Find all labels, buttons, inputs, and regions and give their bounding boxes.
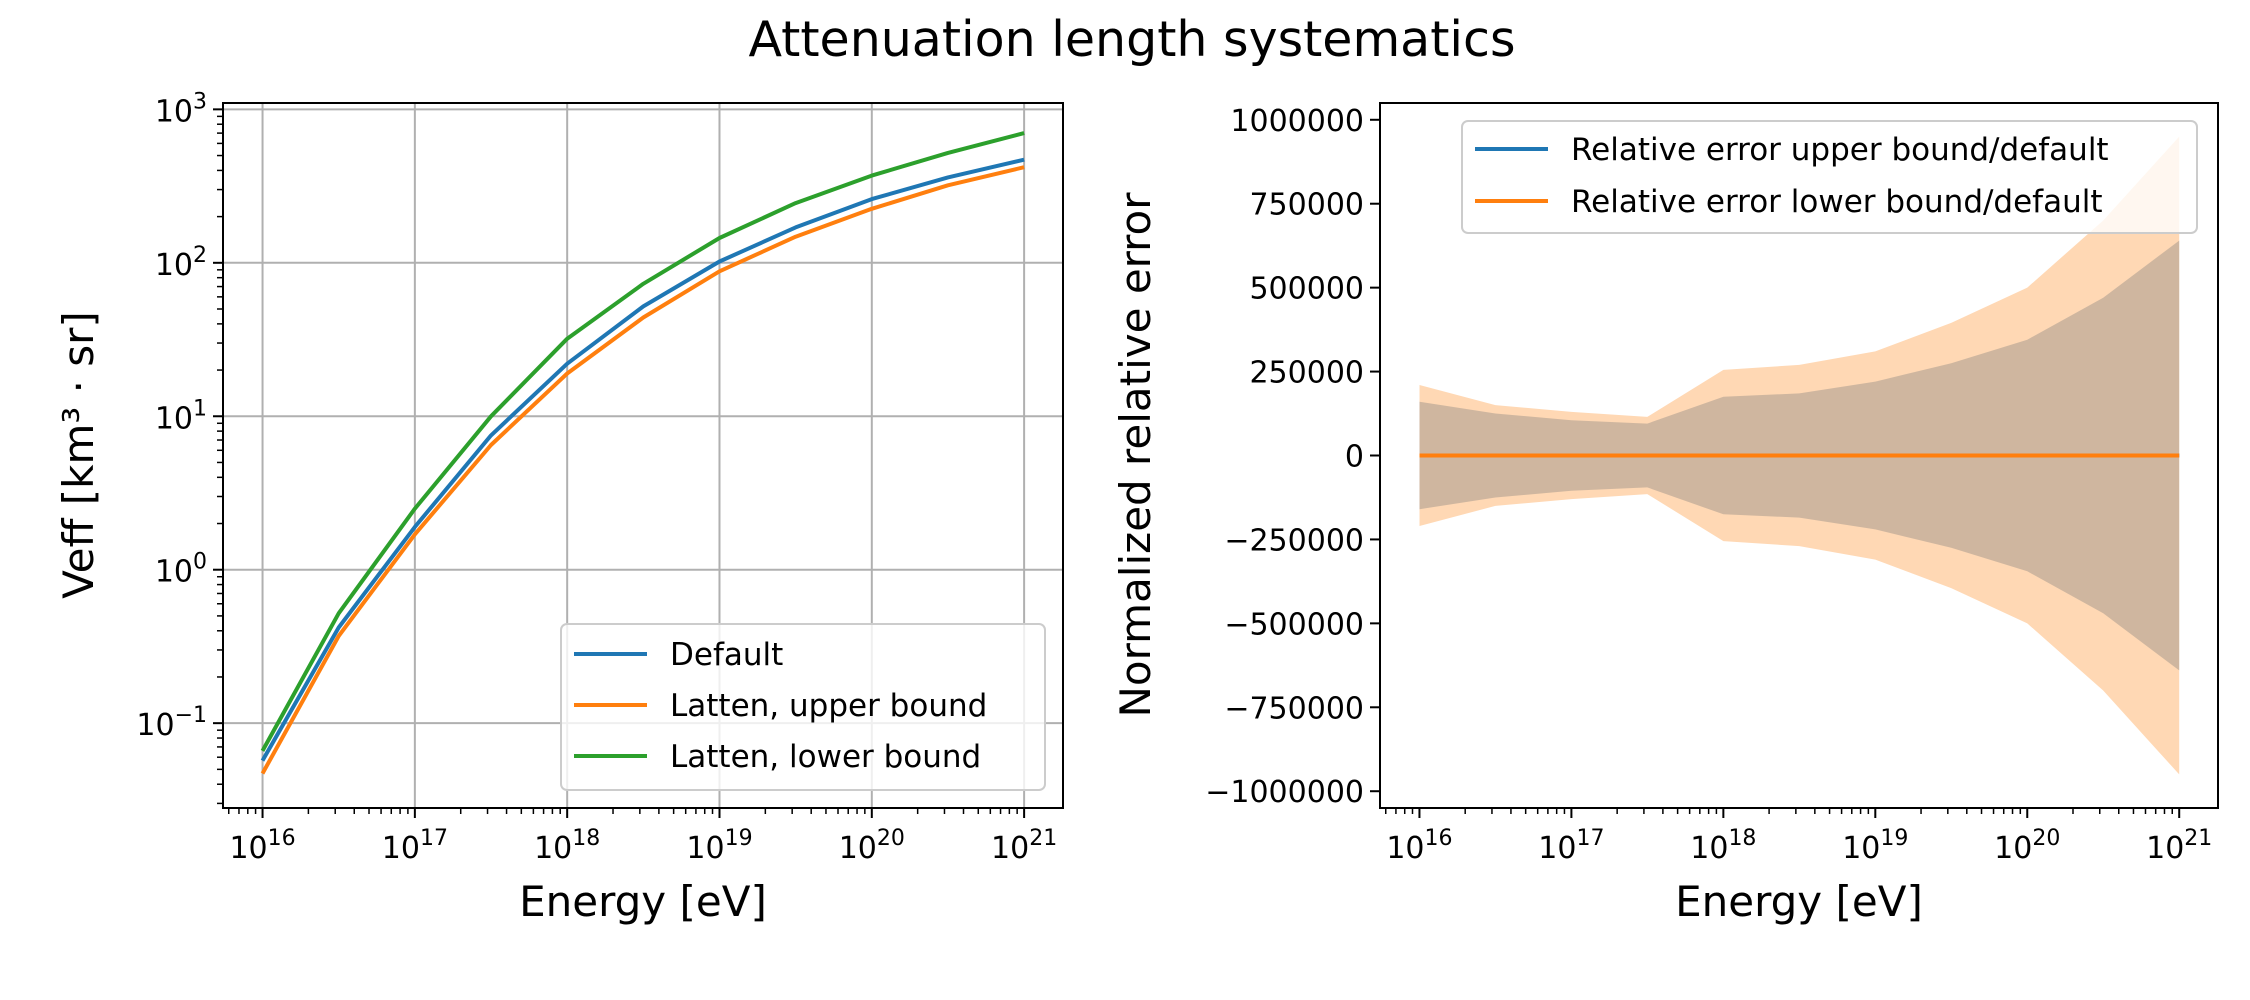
left-legend-label: Default — [670, 637, 783, 673]
right-x-tick-label: 1017 — [1538, 826, 1604, 866]
left-legend: Default Latten, upper bound Latten, lower … — [560, 623, 1046, 791]
right-x-tick-label: 1018 — [1690, 826, 1756, 866]
left-y-tick-label: 103 — [155, 89, 207, 129]
left-x-tick-label: 1018 — [534, 826, 600, 866]
figure-title: Attenuation length systematics — [748, 11, 1515, 68]
left-legend-label: Latten, lower bound — [670, 739, 981, 775]
right-y-tick-label: 750000 — [1249, 188, 1364, 223]
right-y-tick-label: 500000 — [1249, 272, 1364, 307]
left-series-line-2 — [260, 131, 1025, 752]
left-y-tick-label: 101 — [155, 396, 207, 436]
left-grid — [223, 103, 1063, 808]
left-y-axis-label: Veff [km³ · sr] — [54, 311, 103, 599]
right-series-group — [1419, 136, 2180, 775]
right-legend: Relative error upper bound/default Relati… — [1461, 120, 2198, 234]
left-series-group — [260, 131, 1025, 775]
right-legend-label: Relative error upper bound/default — [1571, 132, 2109, 168]
right-x-tick-label: 1021 — [2146, 826, 2212, 866]
right-y-tick-label: 0 — [1345, 440, 1364, 475]
right-y-tick-label: −250000 — [1224, 523, 1364, 558]
left-series-line-0 — [260, 157, 1025, 762]
left-x-axis-label: Energy [eV] — [519, 877, 767, 926]
left-y-tick-label: 102 — [155, 243, 207, 283]
right-y-axis-label: Normalized relative error — [1111, 192, 1160, 718]
right-x-tick-label: 1019 — [1842, 826, 1908, 866]
left-legend-box — [560, 623, 1046, 791]
right-x-tick-label: 1016 — [1386, 826, 1452, 866]
right-x-tick-label: 1020 — [1994, 826, 2060, 866]
right-y-tick-label: −1000000 — [1205, 775, 1364, 810]
right-y-tick-label: −500000 — [1224, 607, 1364, 642]
left-series-line-1 — [260, 165, 1025, 775]
left-x-tick-label: 1017 — [382, 826, 448, 866]
right-y-tick-label: 250000 — [1249, 356, 1364, 391]
left-ticks: 1016 1017 1018 1019 1020 1021 10−1 100 101 102 103 — [136, 89, 1057, 866]
left-y-tick-label: 100 — [155, 550, 207, 590]
right-legend-label: Relative error lower bound/default — [1571, 184, 2103, 220]
left-axes-frame — [222, 102, 1064, 809]
right-y-tick-label: 1000000 — [1230, 104, 1364, 139]
right-chart: 1016 1017 1018 1019 1020 1021 1000000 750000 500… — [1111, 102, 2219, 926]
left-y-tick-label: 10−1 — [136, 703, 207, 743]
right-legend-box — [1461, 120, 2198, 234]
left-x-tick-label: 1016 — [229, 826, 295, 866]
right-x-axis-label: Energy [eV] — [1675, 877, 1923, 926]
right-y-tick-label: −750000 — [1224, 691, 1364, 726]
left-x-tick-label: 1021 — [991, 826, 1057, 866]
left-x-tick-label: 1020 — [839, 826, 905, 866]
right-ticks: 1016 1017 1018 1019 1020 1021 1000000 750000 500… — [1205, 104, 2212, 866]
left-chart: 1016 1017 1018 1019 1020 1021 10−1 100 101 102 103… — [54, 89, 1064, 926]
left-x-tick-label: 1019 — [686, 826, 752, 866]
left-legend-label: Latten, upper bound — [670, 688, 987, 724]
